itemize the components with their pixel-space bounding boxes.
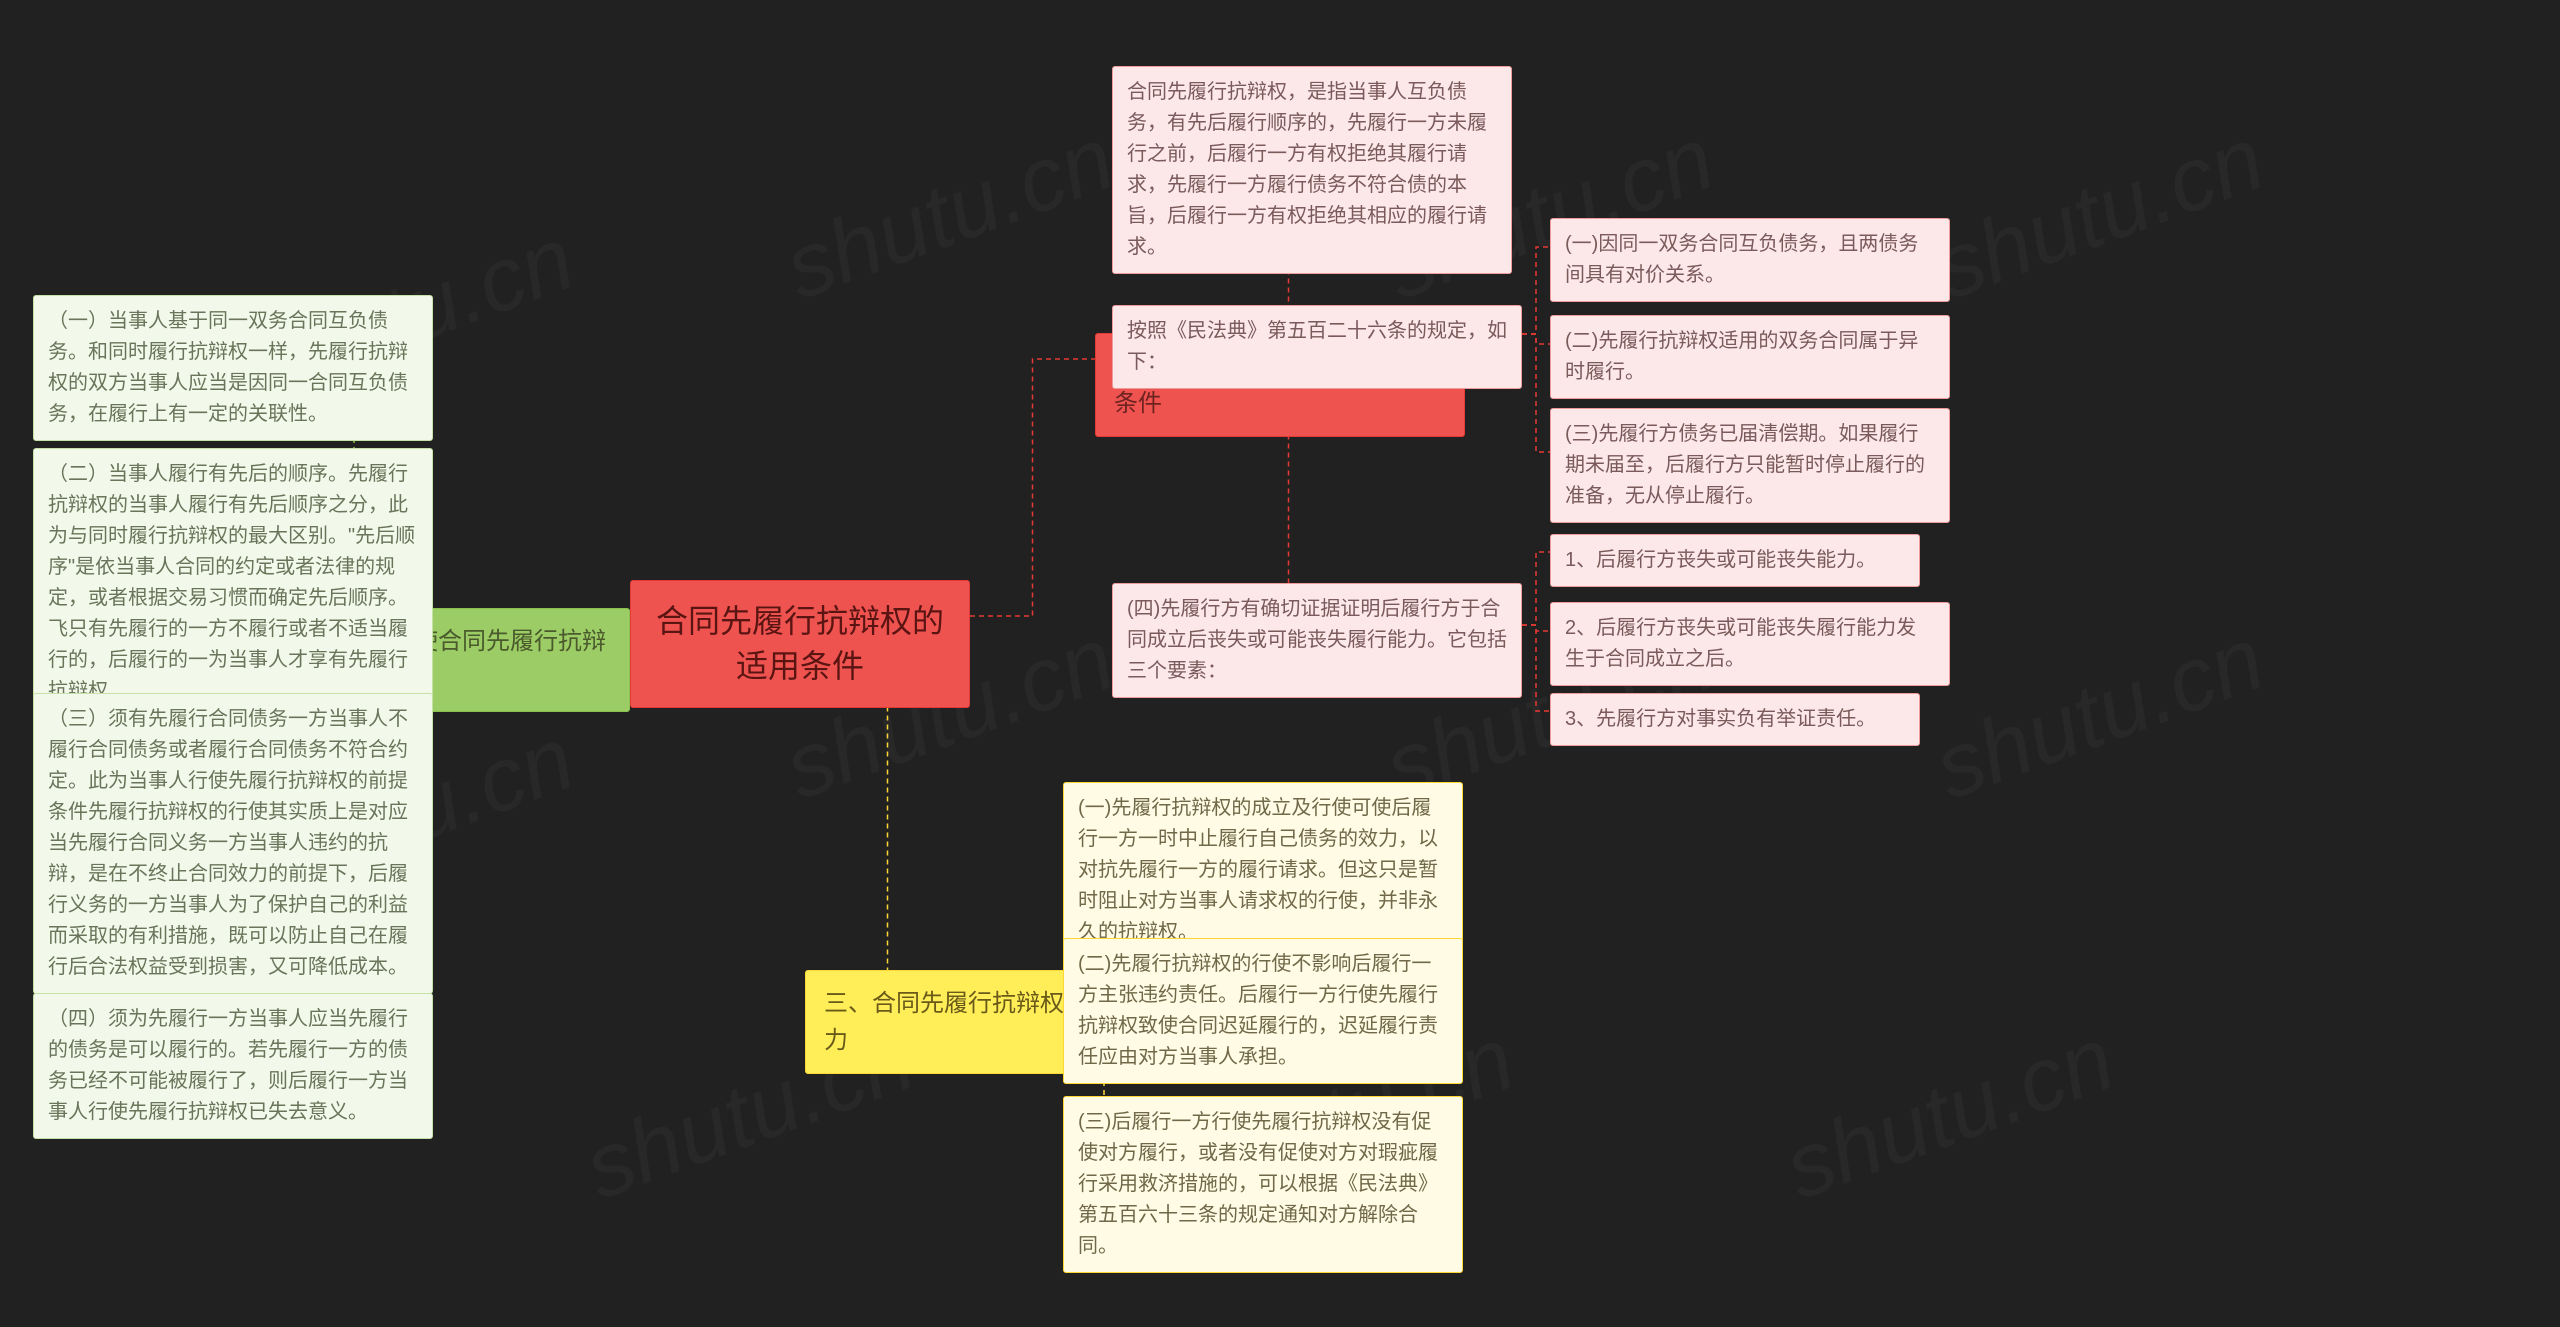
leaf: （三）须有先履行合同债务一方当事人不履行合同债务或者履行合同债务不符合约定。此为… xyxy=(33,693,433,994)
leaf: 合同先履行抗辩权，是指当事人互负债务，有先后履行顺序的，先履行一方未履行之前，后… xyxy=(1112,66,1512,274)
svg-text:shutu.cn: shutu.cn xyxy=(1923,108,2277,318)
leaf: (三)先履行方债务已届清偿期。如果履行期未届至，后履行方只能暂时停止履行的准备，… xyxy=(1550,408,1950,523)
leaf: （四）须为先履行一方当事人应当先履行的债务是可以履行的。若先履行一方的债务已经不… xyxy=(33,993,433,1139)
leaf: (一)因同一双务合同互负债务，且两债务间具有对价关系。 xyxy=(1550,218,1950,302)
svg-text:shutu.cn: shutu.cn xyxy=(1923,608,2277,818)
svg-text:shutu.cn: shutu.cn xyxy=(773,108,1127,318)
leaf: （二）当事人履行有先后的顺序。先履行抗辩权的当事人履行有先后顺序之分，此为与同时… xyxy=(33,448,433,718)
leaf: 按照《民法典》第五百二十六条的规定，如下： xyxy=(1112,305,1522,389)
leaf: (一)先履行抗辩权的成立及行使可使后履行一方一时中止履行自己债务的效力，以对抗先… xyxy=(1063,782,1463,959)
leaf: (二)先履行抗辩权适用的双务合同属于异时履行。 xyxy=(1550,315,1950,399)
leaf: (三)后履行一方行使先履行抗辩权没有促使对方履行，或者没有促使对方对瑕疵履行采用… xyxy=(1063,1096,1463,1273)
leaf: 1、后履行方丧失或可能丧失能力。 xyxy=(1550,534,1920,587)
leaf: （一）当事人基于同一双务合同互负债务。和同时履行抗辩权一样，先履行抗辩权的双方当… xyxy=(33,295,433,441)
leaf: (四)先履行方有确切证据证明后履行方于合同成立后丧失或可能丧失履行能力。它包括三… xyxy=(1112,583,1522,698)
leaf: (二)先履行抗辩权的行使不影响后履行一方主张违约责任。后履行一方行使先履行抗辩权… xyxy=(1063,938,1463,1084)
svg-text:shutu.cn: shutu.cn xyxy=(1773,1008,2127,1218)
root-node: 合同先履行抗辩权的适用条件 xyxy=(630,580,970,708)
leaf: 2、后履行方丧失或可能丧失履行能力发生于合同成立之后。 xyxy=(1550,602,1950,686)
leaf: 3、先履行方对事实负有举证责任。 xyxy=(1550,693,1920,746)
